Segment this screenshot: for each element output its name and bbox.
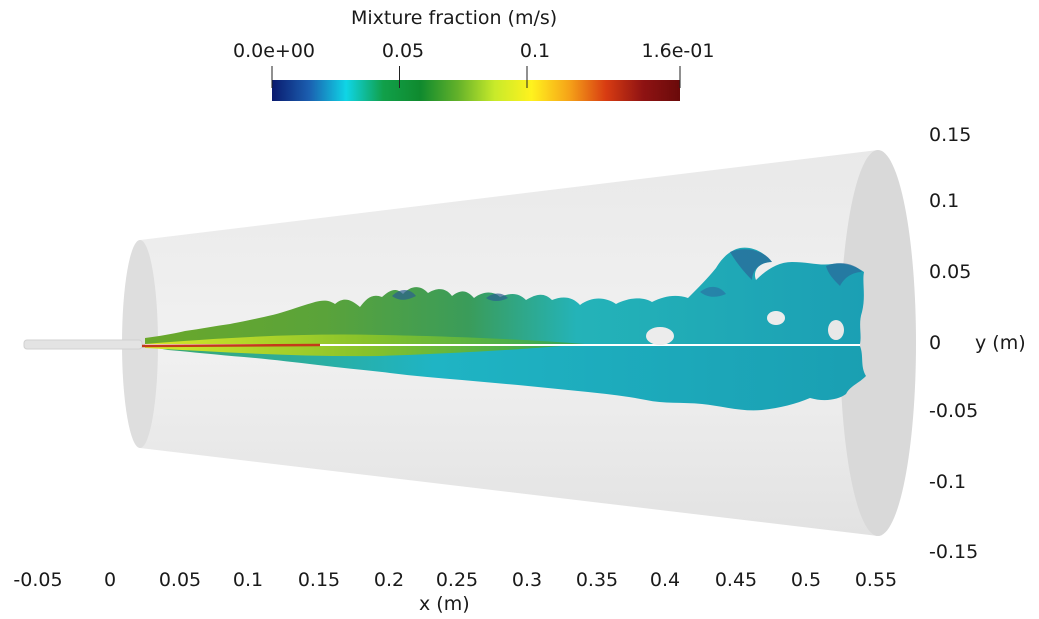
x-tick-label: 0.1 — [232, 569, 264, 591]
plume-eddy — [700, 286, 726, 297]
colorbar-tick-label: 0.05 — [381, 40, 425, 62]
x-tick-label: 0.25 — [435, 569, 479, 591]
plume-eddy — [486, 293, 508, 301]
y-tick-label: -0.1 — [929, 471, 967, 493]
x-tick-label: 0 — [103, 569, 117, 591]
x-tick-label: 0.35 — [575, 569, 619, 591]
plume-void — [828, 320, 844, 340]
colorbar-title: Mixture fraction (m/s) — [351, 7, 558, 29]
cone-outlet-face — [840, 150, 916, 536]
colorbar-tick-label: 1.6e-01 — [641, 40, 715, 62]
y-tick-label: 0.15 — [929, 124, 972, 146]
x-tick-label: 0.05 — [158, 569, 202, 591]
inlet-pipe — [23, 339, 143, 350]
x-tick-label: 0.45 — [714, 569, 758, 591]
plume-void — [767, 311, 785, 325]
colorbar — [271, 66, 681, 101]
plume-isosurface — [141, 247, 866, 411]
plume-eddy — [730, 249, 772, 280]
x-tick-label: 0.2 — [373, 569, 405, 591]
colorbar-tick-label: 0.1 — [519, 40, 551, 62]
plume-void — [646, 327, 674, 345]
y-tick-label: 0 — [929, 332, 942, 354]
colorbar-tick-label: 0.0e+00 — [232, 40, 316, 62]
y-tick-label: -0.05 — [929, 400, 979, 422]
y-tick-label: -0.15 — [929, 541, 979, 563]
x-tick-label: 0.55 — [854, 569, 898, 591]
x-tick-label: 0.3 — [511, 569, 543, 591]
plume-eddy — [392, 290, 416, 300]
x-tick-label: 0.5 — [790, 569, 822, 591]
x-axis-label: x (m) — [419, 593, 470, 615]
colorbar-ticks — [271, 66, 681, 88]
y-tick-label: 0.05 — [929, 261, 972, 283]
colorbar-bar — [272, 80, 680, 101]
x-tick-label: 0.15 — [297, 569, 341, 591]
plume-eddy — [826, 263, 862, 286]
x-tick-label: 0.4 — [649, 569, 681, 591]
plume-lower — [145, 346, 866, 411]
jet-core-hot — [141, 343, 321, 348]
y-tick-label: 0.1 — [929, 190, 960, 212]
x-tick-label: -0.05 — [13, 569, 63, 591]
y-axis-label: y (m) — [975, 332, 1026, 354]
